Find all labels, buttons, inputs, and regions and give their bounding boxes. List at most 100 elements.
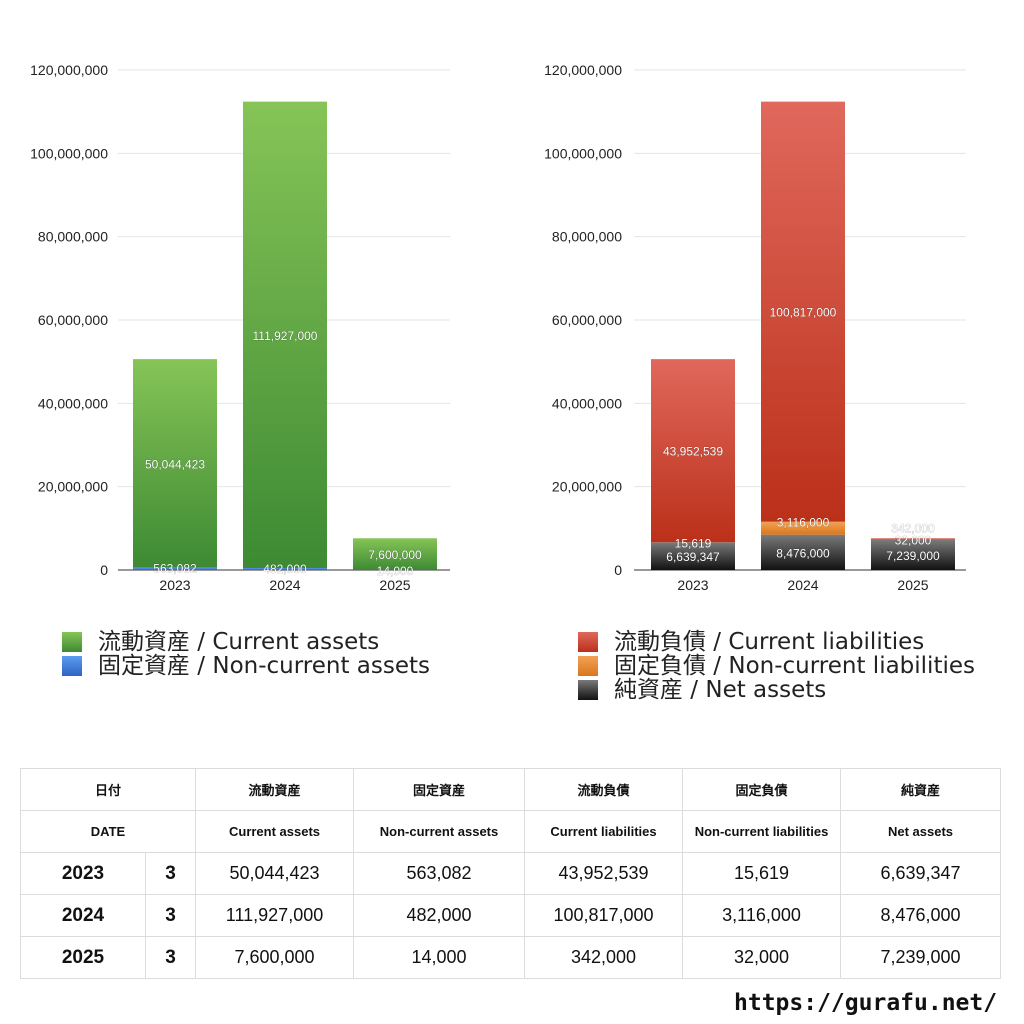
legend-label: 流動資産 / Current assets xyxy=(98,629,380,655)
legend-entry-current_liabilities: 流動負債 / Current liabilities xyxy=(578,630,975,654)
data-label: 15,619 xyxy=(675,536,712,550)
legend-swatch xyxy=(62,632,82,652)
x-tick-label: 2024 xyxy=(787,577,818,593)
table-cell: 50,044,423 xyxy=(195,852,355,895)
table-cell: 43,952,539 xyxy=(524,852,684,895)
y-tick-label: 40,000,000 xyxy=(552,395,622,411)
data-table: 日付 流動資産 固定資産 流動負債 固定負債 純資産 DATE Current assets N… xyxy=(19,768,1002,979)
y-tick-label: 20,000,000 xyxy=(38,479,108,495)
site-url[interactable]: https://gurafu.net/ xyxy=(734,990,998,1016)
legend-swatch xyxy=(578,680,598,700)
x-tick-label: 2023 xyxy=(677,577,708,593)
bar-non_current_assets-2024 xyxy=(243,567,327,570)
bar-net_assets-2023 xyxy=(651,542,735,570)
data-label: 100,817,000 xyxy=(770,306,837,320)
table-cell: 14,000 xyxy=(353,936,526,979)
table-cell: 342,000 xyxy=(524,936,684,979)
data-label: 7,600,000 xyxy=(368,548,422,562)
y-tick-label: 20,000,000 xyxy=(552,479,622,495)
x-tick-label: 2023 xyxy=(159,577,190,593)
bar-net_assets-2024 xyxy=(761,534,845,570)
y-tick-label: 100,000,000 xyxy=(544,145,622,161)
charts-canvas: 0 20,000,000 40,000,000 60,000,000 80,000,00… xyxy=(30,62,966,593)
table-header-cell: Non-current liabilities xyxy=(682,810,842,853)
bar-non_current_liabilities-2024 xyxy=(761,521,845,535)
table-header-cell: DATE xyxy=(19,810,197,853)
legend-swatch xyxy=(62,656,82,676)
bar-current_liabilities-2023 xyxy=(651,359,735,543)
table-cell: 6,639,347 xyxy=(840,852,1002,895)
table-cell: 482,000 xyxy=(353,894,526,937)
table-cell: 111,927,000 xyxy=(195,894,355,937)
data-label: 43,952,539 xyxy=(663,445,723,459)
table-cell: 7,239,000 xyxy=(840,936,1002,979)
data-label: 342,000 xyxy=(891,522,935,536)
table-header-cell: 純資産 xyxy=(840,768,1002,811)
data-label: 8,476,000 xyxy=(776,546,830,560)
legend-entry-current_assets: 流動資産 / Current assets xyxy=(62,630,430,654)
legend-entry-non_current_assets: 固定資産 / Non-current assets xyxy=(62,654,430,678)
table-cell: 8,476,000 xyxy=(840,894,1002,937)
table-row: 2025 3 7,600,000 14,000 342,000 32,000 7,239,0… xyxy=(20,936,1002,979)
legend-assets: 流動資産 / Current assets 固定資産 / Non-current … xyxy=(62,630,430,678)
data-label: 6,639,347 xyxy=(666,550,720,564)
data-label: 14,000 xyxy=(377,564,414,578)
table-cell: 3,116,000 xyxy=(682,894,842,937)
data-label: 111,927,000 xyxy=(253,329,318,343)
table-header-cell: 日付 xyxy=(19,768,197,811)
y-tick-label: 120,000,000 xyxy=(544,62,622,78)
table-header-cell: Non-current assets xyxy=(353,810,526,853)
bar-current_assets-2025 xyxy=(353,538,437,570)
table-header-cell: 固定負債 xyxy=(682,768,842,811)
table-cell: 15,619 xyxy=(682,852,842,895)
table-row: 2024 3 111,927,000 482,000 100,817,000 3,116,… xyxy=(20,894,1002,937)
x-tick-label: 2025 xyxy=(379,577,410,593)
table-header-cell: 固定資産 xyxy=(353,768,526,811)
table-header-cell: Net assets xyxy=(840,810,1002,853)
bar-current_liabilities-2024 xyxy=(761,101,845,522)
bar-current_assets-2023 xyxy=(133,359,217,568)
y-tick-label: 60,000,000 xyxy=(38,312,108,328)
table-cell: 2023 xyxy=(20,852,146,895)
table-header-cell: 流動負債 xyxy=(524,768,684,811)
table-cell: 3 xyxy=(144,852,197,895)
table-cell: 7,600,000 xyxy=(195,936,355,979)
legend-swatch xyxy=(578,632,598,652)
table-cell: 32,000 xyxy=(682,936,842,979)
table-row: 2023 3 50,044,423 563,082 43,952,539 15,619 6,… xyxy=(20,852,1002,895)
data-label: 32,000 xyxy=(895,534,932,548)
table-cell: 2024 xyxy=(20,894,146,937)
data-label: 7,239,000 xyxy=(886,549,940,563)
table-header-cell: 流動資産 xyxy=(195,768,355,811)
table-cell: 2025 xyxy=(20,936,146,979)
legend-label: 流動負債 / Current liabilities xyxy=(614,629,925,655)
legend-entry-net_assets: 純資産 / Net assets xyxy=(578,678,975,702)
data-label: 482,000 xyxy=(263,562,307,576)
x-tick-label: 2025 xyxy=(897,577,928,593)
x-tick-label: 2024 xyxy=(269,577,300,593)
table-cell: 563,082 xyxy=(353,852,526,895)
bar-non_current_assets-2023 xyxy=(133,567,217,570)
bar-current_liabilities-2025 xyxy=(871,538,955,540)
table-cell: 3 xyxy=(144,936,197,979)
y-tick-label: 40,000,000 xyxy=(38,395,108,411)
table-header-row: DATE Current assets Non-current assets Curr… xyxy=(19,810,1002,853)
y-tick-label: 120,000,000 xyxy=(30,62,108,78)
table-cell: 3 xyxy=(144,894,197,937)
legend-entry-non_current_liabilities: 固定負債 / Non-current liabilities xyxy=(578,654,975,678)
data-label: 3,116,000 xyxy=(777,516,830,530)
y-tick-label: 60,000,000 xyxy=(552,312,622,328)
y-tick-label: 80,000,000 xyxy=(552,229,622,245)
data-label: 50,044,423 xyxy=(145,457,205,471)
data-label: 563,082 xyxy=(153,562,197,576)
bar-current_assets-2024 xyxy=(243,101,327,568)
table-header-cell: Current assets xyxy=(195,810,355,853)
bar-net_assets-2025 xyxy=(871,539,955,570)
y-tick-label: 0 xyxy=(614,562,622,578)
legend-label: 純資産 / Net assets xyxy=(614,677,827,703)
y-tick-label: 100,000,000 xyxy=(30,145,108,161)
table-header-row: 日付 流動資産 固定資産 流動負債 固定負債 純資産 xyxy=(19,768,1002,811)
table-header-cell: Current liabilities xyxy=(524,810,684,853)
table-cell: 100,817,000 xyxy=(524,894,684,937)
y-tick-label: 0 xyxy=(100,562,108,578)
